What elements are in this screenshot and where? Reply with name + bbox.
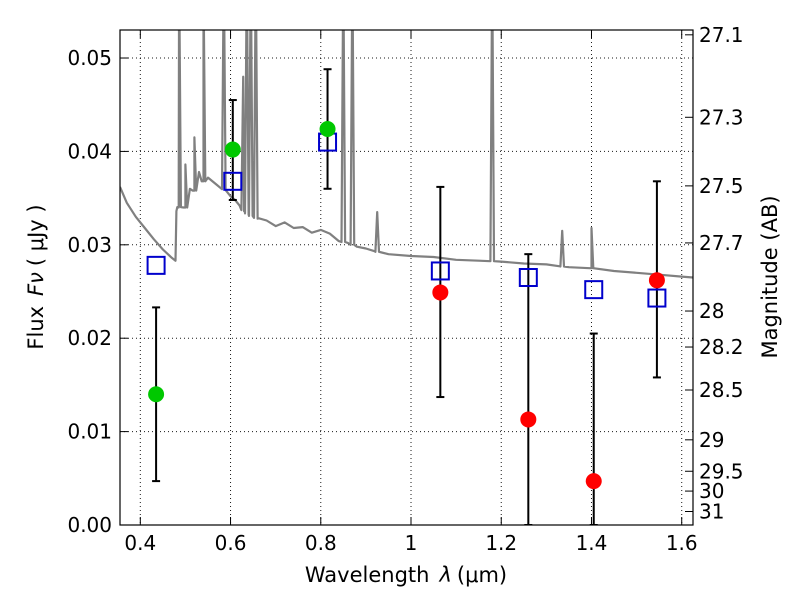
y-tick-label: 0.03 bbox=[67, 233, 112, 257]
observation-point bbox=[520, 411, 537, 428]
spectrum-line bbox=[120, 30, 693, 279]
x-tick-label: 1.2 bbox=[485, 531, 517, 555]
model-point-square bbox=[146, 255, 166, 275]
mag-tick-label: 27.3 bbox=[699, 105, 744, 129]
x-tick-label: 1 bbox=[405, 531, 418, 555]
y-axis-label: Flux Fν ( μJy ) bbox=[24, 204, 48, 349]
model-point-square bbox=[518, 268, 538, 287]
mag-tick-label: 27.1 bbox=[699, 23, 744, 47]
y-tick-label: 0.05 bbox=[67, 46, 112, 70]
observation-point bbox=[585, 473, 602, 490]
x-axis-label-symbol: λ bbox=[438, 563, 451, 587]
y-tick-label: 0.01 bbox=[67, 420, 112, 444]
mag-tick-label: 29.5 bbox=[699, 459, 744, 483]
y-axis-label-unit: ( μJy ) bbox=[24, 204, 48, 266]
mag-tick-label: 28 bbox=[699, 299, 724, 323]
model-point-square bbox=[223, 171, 243, 191]
grid bbox=[120, 30, 693, 526]
axes: 0.4 0.6 0.8 1 1.2 1.4 1.6 0.00 0.01 0.02 0.03 0.04 0… bbox=[67, 23, 743, 555]
model-point-square bbox=[584, 280, 604, 300]
observation-point bbox=[432, 284, 449, 301]
data-layer bbox=[120, 30, 693, 525]
observation-point bbox=[319, 121, 336, 137]
plot-background bbox=[120, 30, 693, 525]
observation-point bbox=[148, 386, 165, 403]
mag-tick-label: 27.5 bbox=[699, 174, 744, 198]
x-tick-label: 0.4 bbox=[124, 531, 156, 555]
mag-tick-label: 28.5 bbox=[699, 378, 744, 402]
mag-tick-label: 30 bbox=[699, 479, 724, 503]
y-tick-label: 0.00 bbox=[67, 513, 112, 537]
y-axis-label-symbol: Fν bbox=[24, 272, 48, 296]
model-point-square bbox=[430, 261, 450, 281]
y-axis-label-text: Flux bbox=[24, 306, 48, 350]
observation-point bbox=[224, 141, 241, 158]
plot-frame bbox=[119, 29, 694, 526]
y-tick-label: 0.02 bbox=[67, 326, 112, 350]
y-tick-label: 0.04 bbox=[67, 139, 112, 163]
x-axis-label: Wavelength λ (μm) bbox=[305, 563, 507, 587]
mag-tick-label: 27.7 bbox=[699, 231, 744, 255]
observation-point bbox=[648, 272, 665, 289]
mag-tick-label: 29 bbox=[699, 428, 724, 452]
x-tick-label: 1.6 bbox=[666, 531, 698, 555]
x-tick-label: 0.6 bbox=[215, 531, 247, 555]
mag-tick-label: 31 bbox=[699, 499, 724, 523]
model-point-square bbox=[647, 288, 667, 308]
x-axis-label-text: Wavelength bbox=[305, 563, 430, 587]
x-tick-label: 1.4 bbox=[576, 531, 608, 555]
x-tick-label: 0.8 bbox=[305, 531, 337, 555]
x-axis-label-unit: (μm) bbox=[457, 563, 507, 587]
y2-axis-label: Magnitude (AB) bbox=[758, 195, 782, 358]
mag-tick-label: 28.2 bbox=[699, 335, 744, 359]
